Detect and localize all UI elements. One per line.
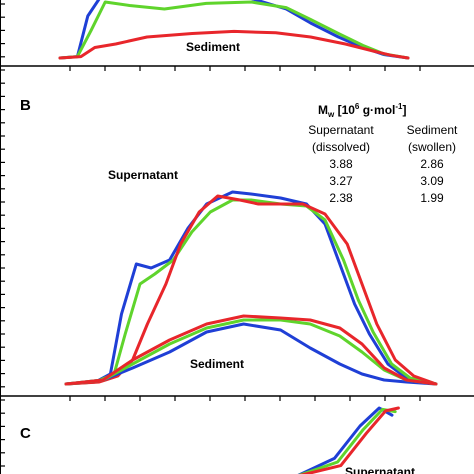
col1-title: Supernatant [308, 123, 374, 137]
label-sediment-a: Sediment [186, 40, 240, 54]
row1-sediment: 2.86 [420, 157, 444, 171]
curves-layer [58, 0, 438, 474]
series-line-a-blue-0 [58, 0, 410, 60]
series-line-b-red-2 [64, 194, 438, 386]
header-bracket-close: ] [403, 103, 407, 117]
series-line-c-green-1 [298, 407, 397, 474]
col1-subtitle: (dissolved) [312, 140, 370, 154]
header-exponent: 6 [355, 102, 360, 111]
series-line-b-blue-0 [64, 190, 438, 386]
panel-letter-b: B [20, 97, 31, 114]
axis-ticks [0, 3, 421, 467]
series-line-a-green-1 [58, 0, 410, 60]
series-line-c-red-2 [299, 406, 400, 474]
label-supernatant-c: Supernatant [345, 465, 415, 474]
col2-title: Sediment [407, 123, 458, 137]
series-line-b-green-1 [64, 198, 438, 386]
mw-symbol: M [318, 103, 328, 117]
mw-subscript: w [327, 110, 335, 119]
panel-letter-c: C [20, 425, 31, 442]
series-line-b-blue-3 [64, 322, 438, 386]
header-unit: g·mol [359, 103, 395, 117]
series-line-b-green-4 [64, 318, 438, 386]
label-sediment-b: Sediment [190, 357, 244, 371]
col2-subtitle: (swollen) [408, 140, 456, 154]
row3-supernatant: 2.38 [329, 191, 353, 205]
row3-sediment: 1.99 [420, 191, 444, 205]
series-line-a-red-2 [58, 29, 410, 60]
series-line-b-red-5 [64, 314, 438, 386]
header-unit-exponent: -1 [395, 102, 403, 111]
header-bracket-open: [10 [334, 103, 355, 117]
row2-supernatant: 3.27 [329, 174, 353, 188]
table-header: Mw [106 g·mol-1] [318, 102, 407, 119]
label-supernatant-b: Supernatant [108, 168, 178, 182]
row1-supernatant: 3.88 [329, 157, 353, 171]
row2-sediment: 3.09 [420, 174, 444, 188]
